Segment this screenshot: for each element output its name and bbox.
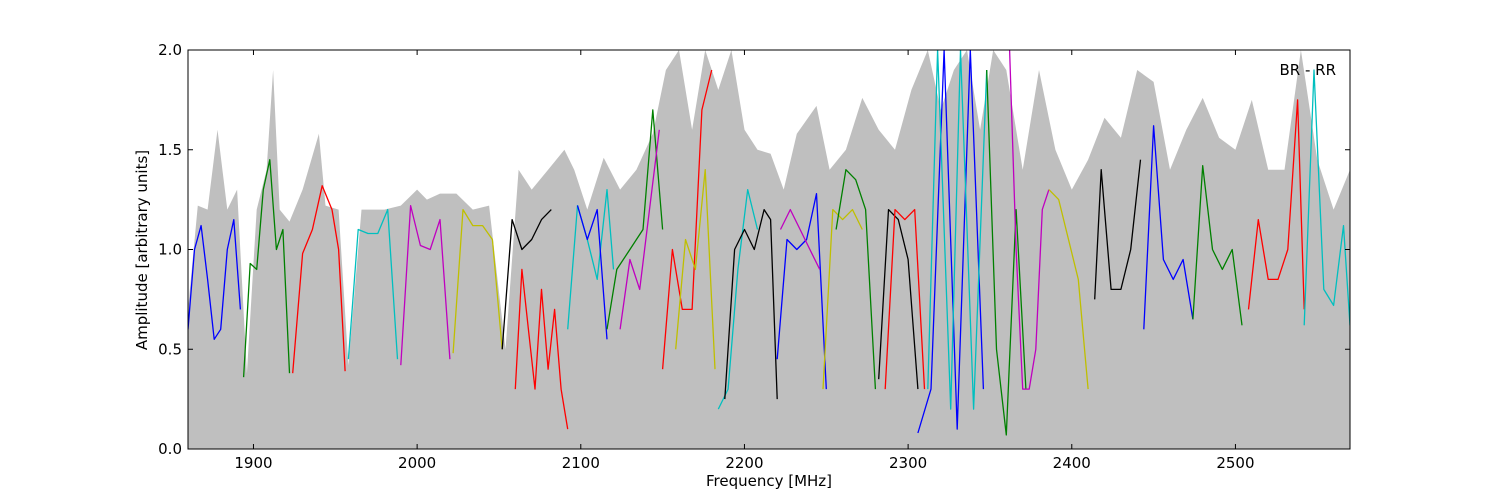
series-line-1 — [188, 218, 242, 340]
series-line-24 — [927, 50, 988, 410]
series-line-30 — [1192, 165, 1243, 326]
series-line-12 — [619, 129, 660, 330]
background-envelope — [188, 50, 1350, 449]
series-line-7 — [501, 209, 552, 350]
series-line-21 — [878, 208, 919, 390]
y-tick-label: 0.5 — [158, 340, 182, 358]
series-line-17 — [776, 192, 827, 390]
x-tick-label: 2400 — [1053, 454, 1091, 472]
x-tick-label: 2100 — [562, 454, 600, 472]
series-line-26 — [1008, 50, 1050, 390]
series-line-29 — [1143, 125, 1194, 330]
series-line-3 — [292, 185, 346, 374]
series-line-22 — [884, 208, 926, 390]
series-line-5 — [400, 204, 451, 366]
y-axis-label: Amplitude [arbitrary units] — [133, 150, 151, 350]
series-line-23 — [917, 50, 985, 434]
y-tick-label: 0.0 — [158, 440, 182, 458]
series-line-2 — [242, 159, 291, 378]
x-tick-label: 2500 — [1216, 454, 1254, 472]
series-line-31 — [1247, 99, 1305, 310]
series-line-28 — [1094, 159, 1142, 300]
plot-area — [188, 50, 1350, 449]
axes-ticks: 1900 2000 2100 2200 2300 2400 2500 0.0 0.5 1.0 1.5… — [158, 41, 1350, 472]
series-line-32 — [1303, 69, 1350, 326]
x-tick-label: 2000 — [398, 454, 436, 472]
series-line-8 — [514, 268, 569, 430]
series-line-19 — [822, 208, 863, 390]
x-tick-label: 1900 — [234, 454, 272, 472]
series-line-9 — [567, 188, 615, 330]
series-line-25 — [986, 69, 1027, 436]
annotation-label: BR - RR — [1279, 61, 1336, 79]
x-tick-label: 2200 — [725, 454, 763, 472]
y-tick-label: 2.0 — [158, 41, 182, 59]
series-line-4 — [347, 208, 399, 360]
series-line-13 — [661, 69, 713, 370]
series-line-20 — [835, 169, 877, 390]
series-line-14 — [675, 169, 716, 370]
x-axis-label: Frequency [MHz] — [706, 472, 832, 490]
series-line-27 — [1048, 189, 1089, 390]
series-line-11 — [606, 109, 664, 330]
x-tick-label: 2300 — [889, 454, 927, 472]
series-line-10 — [576, 205, 608, 340]
y-tick-label: 1.0 — [158, 241, 182, 259]
series-line-6 — [452, 208, 503, 354]
series-line-16 — [724, 208, 778, 400]
y-tick-label: 1.5 — [158, 141, 182, 159]
series-line-18 — [779, 208, 821, 270]
